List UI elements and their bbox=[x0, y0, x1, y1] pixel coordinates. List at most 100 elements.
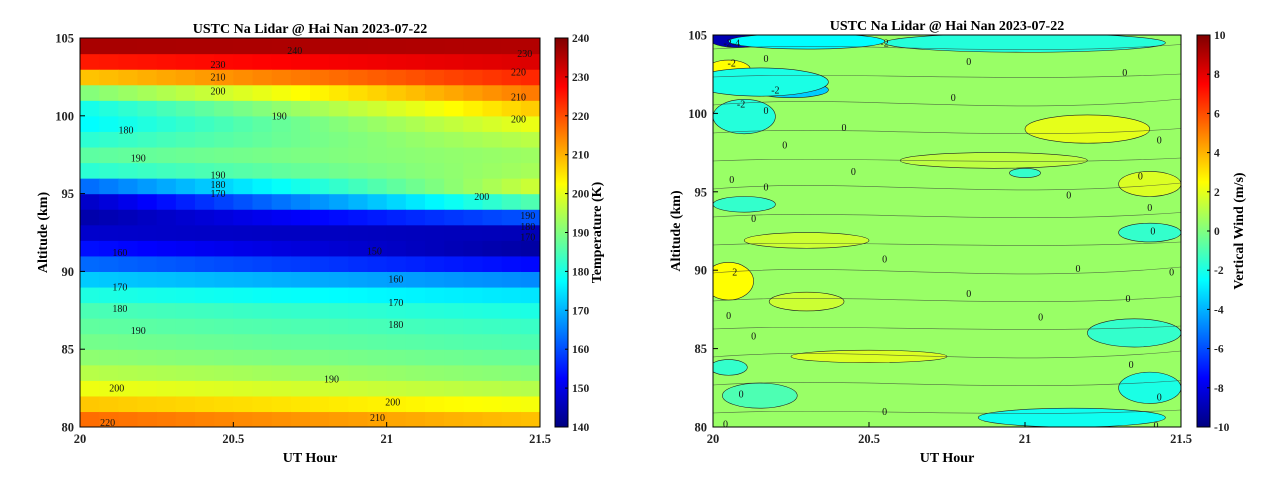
field-cell bbox=[444, 271, 464, 288]
field-cell bbox=[252, 240, 273, 257]
field-cell bbox=[156, 100, 177, 117]
field-cell bbox=[118, 411, 139, 427]
field-cell bbox=[252, 115, 273, 132]
contour-label: 200 bbox=[385, 398, 400, 409]
field-cell bbox=[310, 318, 330, 335]
field-cell bbox=[252, 69, 273, 86]
field-cell bbox=[233, 364, 254, 381]
field-cell bbox=[156, 53, 177, 70]
field-cell bbox=[99, 38, 119, 55]
field-cell bbox=[348, 302, 369, 319]
field-cell bbox=[252, 333, 273, 350]
field-cell bbox=[137, 240, 158, 257]
field-cell bbox=[80, 131, 100, 148]
field-cell bbox=[156, 364, 177, 381]
field-cell bbox=[156, 240, 177, 257]
field-cell bbox=[348, 53, 369, 70]
field-cell bbox=[80, 209, 100, 226]
field-cell bbox=[233, 349, 254, 366]
field-cell bbox=[425, 100, 445, 117]
field-cell bbox=[214, 53, 234, 70]
field-cell bbox=[520, 84, 540, 101]
field-cell bbox=[405, 286, 426, 304]
field-cell bbox=[99, 240, 119, 257]
field-cell bbox=[214, 364, 234, 381]
field-cell bbox=[175, 115, 196, 132]
field-cell bbox=[329, 302, 349, 319]
field-cell bbox=[233, 302, 254, 319]
field-cell bbox=[425, 53, 445, 70]
field-cell bbox=[386, 411, 407, 427]
plot-frame bbox=[79, 37, 541, 428]
field-cell bbox=[367, 411, 388, 427]
field-cell bbox=[156, 69, 177, 86]
field-cell bbox=[156, 84, 177, 101]
field-cell bbox=[520, 255, 540, 272]
contour-label: 0 bbox=[851, 167, 856, 178]
field-cell bbox=[214, 395, 234, 413]
field-cell bbox=[99, 349, 119, 366]
field-cell bbox=[175, 193, 196, 210]
field-cell bbox=[290, 349, 311, 366]
field-cell bbox=[290, 240, 311, 257]
colorbar-tick-label: 210 bbox=[572, 150, 590, 162]
field-cell bbox=[444, 69, 464, 86]
field-cell bbox=[463, 69, 484, 86]
colorbar-tick-label: 220 bbox=[572, 111, 590, 123]
field-cell bbox=[310, 255, 330, 272]
field-cell bbox=[501, 162, 522, 179]
field-cell bbox=[405, 193, 426, 210]
field-cell bbox=[175, 146, 196, 164]
colorbar-tick-label: 150 bbox=[572, 383, 590, 395]
field-cell bbox=[482, 224, 503, 241]
field-cell bbox=[520, 271, 540, 288]
field-cell bbox=[290, 193, 311, 210]
field-cell bbox=[290, 318, 311, 335]
field-cell bbox=[175, 411, 196, 427]
contour-label: 160 bbox=[112, 248, 127, 259]
field-cell bbox=[367, 286, 388, 304]
field-cell bbox=[290, 84, 311, 101]
field-cell bbox=[348, 380, 369, 397]
field-cell bbox=[425, 333, 445, 350]
x-tick-label: 21.5 bbox=[529, 432, 551, 446]
field-cell bbox=[329, 364, 349, 381]
field-cell bbox=[463, 380, 484, 397]
field-cell bbox=[348, 224, 369, 241]
field-cell bbox=[329, 349, 349, 366]
contour-label: 0 bbox=[966, 57, 971, 68]
field-cell bbox=[367, 100, 388, 117]
field-cell bbox=[290, 178, 311, 195]
field-cell bbox=[444, 53, 464, 70]
field-cell bbox=[444, 318, 464, 335]
field-cell bbox=[348, 286, 369, 304]
field-cell bbox=[367, 146, 388, 164]
contour-label: 200 bbox=[474, 192, 489, 203]
field-cell bbox=[482, 318, 503, 335]
field-cell bbox=[80, 224, 100, 241]
field-cell bbox=[520, 100, 540, 117]
field-cell bbox=[80, 162, 100, 179]
field-cell bbox=[252, 131, 273, 148]
field-cell bbox=[405, 240, 426, 257]
field-cell bbox=[156, 411, 177, 427]
field-cell bbox=[405, 131, 426, 148]
field-cell bbox=[310, 38, 330, 55]
field-cell bbox=[271, 364, 292, 381]
field-cell bbox=[425, 84, 445, 101]
field-cell bbox=[520, 286, 540, 304]
field-patch bbox=[713, 196, 776, 213]
field-cell bbox=[290, 333, 311, 350]
field-cell bbox=[214, 69, 234, 86]
contour-line bbox=[713, 241, 1181, 246]
contour-line bbox=[713, 128, 1181, 135]
field-cell bbox=[482, 100, 503, 117]
field-cell bbox=[386, 333, 407, 350]
field-cell bbox=[367, 178, 388, 195]
field-cell bbox=[271, 38, 292, 55]
field-cell bbox=[501, 240, 522, 257]
field-cell bbox=[214, 209, 234, 226]
field-cell bbox=[290, 271, 311, 288]
contour-line bbox=[713, 296, 1181, 303]
